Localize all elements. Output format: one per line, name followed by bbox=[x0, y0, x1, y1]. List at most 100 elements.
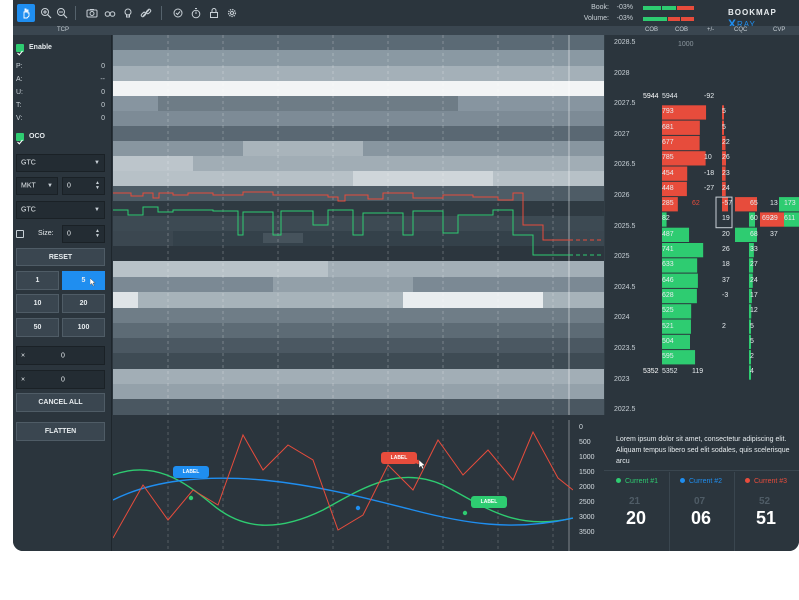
ladder-cvp-value: 2 bbox=[750, 353, 754, 361]
ladder-price-label: 2024.5 bbox=[614, 283, 636, 291]
cvp-bar bbox=[722, 151, 726, 166]
qty-button-5[interactable]: 5 bbox=[62, 271, 105, 290]
heatmap-bands bbox=[113, 35, 604, 415]
qty-button-5-label: 5 bbox=[81, 277, 86, 284]
zoom-in-icon[interactable] bbox=[37, 4, 55, 22]
ladder-mid-bid-cell bbox=[735, 227, 757, 242]
ladder-price-label: 2024 bbox=[614, 314, 630, 322]
ladder-cob-total: 5352 bbox=[643, 368, 659, 376]
bulb-icon[interactable] bbox=[119, 4, 137, 22]
qty-button-10[interactable]: 10 bbox=[16, 294, 59, 313]
zoom-out-icon[interactable] bbox=[53, 4, 71, 22]
ladder-cqc-value: 37 bbox=[722, 276, 730, 284]
chat-icon[interactable] bbox=[169, 4, 187, 22]
cvp-bar bbox=[722, 120, 724, 135]
hand-icon[interactable] bbox=[17, 4, 35, 22]
link-icon[interactable] bbox=[137, 4, 155, 22]
ladder-cob-total: 5944 bbox=[643, 93, 659, 100]
cvp-bar bbox=[722, 166, 726, 181]
volume-bar-red bbox=[668, 17, 680, 21]
size-stepper-value: 0 bbox=[67, 230, 71, 238]
flatten-button[interactable]: FLATTEN bbox=[16, 422, 105, 441]
current-2-label: Current #2 bbox=[680, 478, 722, 485]
camera-icon[interactable] bbox=[83, 4, 101, 22]
ladder-cqc-value: 5 bbox=[722, 108, 726, 116]
cvp-bar bbox=[749, 334, 751, 350]
ladder-cqc-value: 26 bbox=[722, 154, 730, 162]
enable-checkbox[interactable] bbox=[16, 44, 24, 56]
y-tick: 2500 bbox=[579, 499, 595, 506]
glasses-icon[interactable] bbox=[101, 4, 119, 22]
ladder-cvp-value: 60 bbox=[750, 215, 758, 223]
tif-select-2[interactable]: GTC ▼ bbox=[16, 201, 105, 219]
ask-volume-bar bbox=[662, 197, 678, 212]
y-tick: 500 bbox=[579, 439, 591, 446]
chevron-down-icon: ▼ bbox=[94, 160, 100, 166]
timer-icon[interactable] bbox=[187, 4, 205, 22]
gear-icon[interactable] bbox=[223, 4, 241, 22]
size-stepper[interactable]: 0 ▲ ▼ bbox=[62, 225, 105, 243]
indicator-chart[interactable]: LABEL LABEL LABEL bbox=[112, 420, 574, 551]
qty-button-1[interactable]: 1 bbox=[16, 271, 59, 290]
cvp-bar bbox=[722, 105, 724, 120]
cqc-header: CQC bbox=[734, 27, 748, 33]
cancel-all-button[interactable]: CANCEL ALL bbox=[16, 393, 105, 412]
ladder-cqc-value: 20 bbox=[722, 230, 730, 238]
ladder-extra-value: 13 bbox=[770, 200, 778, 208]
ladder-cqc-value: 23 bbox=[722, 169, 730, 177]
price-ladder[interactable]: 1000 2028.5 2028 2027.5 2027 2026.5 2026 2025.… bbox=[604, 35, 799, 415]
close-icon[interactable]: × bbox=[21, 352, 26, 359]
bid-volume-bar bbox=[662, 319, 691, 334]
order-type-select[interactable]: MKT ▼ bbox=[16, 177, 58, 195]
heatmap-chart[interactable] bbox=[113, 35, 604, 415]
current-1-text: Current #1 bbox=[625, 478, 659, 485]
stat-value: 0 bbox=[101, 115, 105, 122]
bid-volume-bar bbox=[662, 212, 667, 227]
bid-volume-bar bbox=[662, 350, 696, 365]
ladder-cqc-value: 18 bbox=[722, 261, 730, 269]
reset-button[interactable]: RESET bbox=[16, 248, 105, 266]
stat-key: U: bbox=[16, 89, 23, 96]
oco-label: OCO bbox=[29, 133, 45, 140]
ladder-cqc-value: -57 bbox=[722, 200, 733, 208]
qty-button-20[interactable]: 20 bbox=[62, 294, 105, 313]
ladder-extra-right: 611 bbox=[784, 215, 796, 223]
position-row-1[interactable]: × 0 bbox=[16, 346, 105, 365]
size-checkbox[interactable] bbox=[16, 230, 24, 238]
ladder-cvp-value: 33 bbox=[750, 246, 758, 253]
chevron-down-icon: ▼ bbox=[47, 183, 53, 189]
chart-label-green[interactable]: LABEL bbox=[471, 496, 507, 508]
cvp-bar bbox=[749, 350, 751, 365]
ladder-extra-value: 37 bbox=[770, 230, 778, 238]
ladder-right-cell bbox=[784, 212, 799, 227]
current-1-prev: 21 bbox=[629, 496, 641, 507]
order-type-value: MKT bbox=[21, 182, 36, 190]
cursor-icon bbox=[90, 278, 96, 287]
qty-button-100[interactable]: 100 bbox=[62, 318, 105, 337]
qty-button-50[interactable]: 50 bbox=[16, 318, 59, 337]
lock-icon[interactable] bbox=[205, 4, 223, 22]
oco-checkbox[interactable] bbox=[16, 133, 24, 145]
chart-label-blue[interactable]: LABEL bbox=[173, 466, 209, 478]
qty-stepper[interactable]: 0 ▲ ▼ bbox=[62, 177, 105, 195]
ladder-cqc-value: -3 bbox=[722, 291, 729, 299]
stepper-arrows-icon[interactable]: ▲ ▼ bbox=[95, 228, 100, 239]
ladder-cob-value: 454 bbox=[662, 169, 674, 177]
close-icon[interactable]: × bbox=[21, 376, 26, 383]
brand-main: BOOKMAP bbox=[728, 8, 777, 17]
cvp-bar bbox=[749, 288, 752, 304]
dot-icon bbox=[680, 478, 685, 483]
bid-volume-bar bbox=[662, 243, 704, 258]
tif-select[interactable]: GTC ▼ bbox=[16, 154, 105, 172]
position-row-2[interactable]: × 0 bbox=[16, 370, 105, 389]
ladder-cvp-value: 27 bbox=[750, 261, 758, 269]
stat-key: P: bbox=[16, 63, 23, 70]
ladder-delta-value: 10 bbox=[704, 154, 712, 162]
chart-label-red[interactable]: LABEL bbox=[381, 452, 417, 464]
size-label: Size: bbox=[38, 230, 54, 237]
cvp-bar bbox=[749, 304, 752, 319]
bid-volume-bar bbox=[662, 273, 698, 288]
ladder-price-label: 2023.5 bbox=[614, 345, 636, 352]
ladder-delta-value: 62 bbox=[692, 200, 700, 208]
stepper-arrows-icon[interactable]: ▲ ▼ bbox=[95, 180, 100, 191]
